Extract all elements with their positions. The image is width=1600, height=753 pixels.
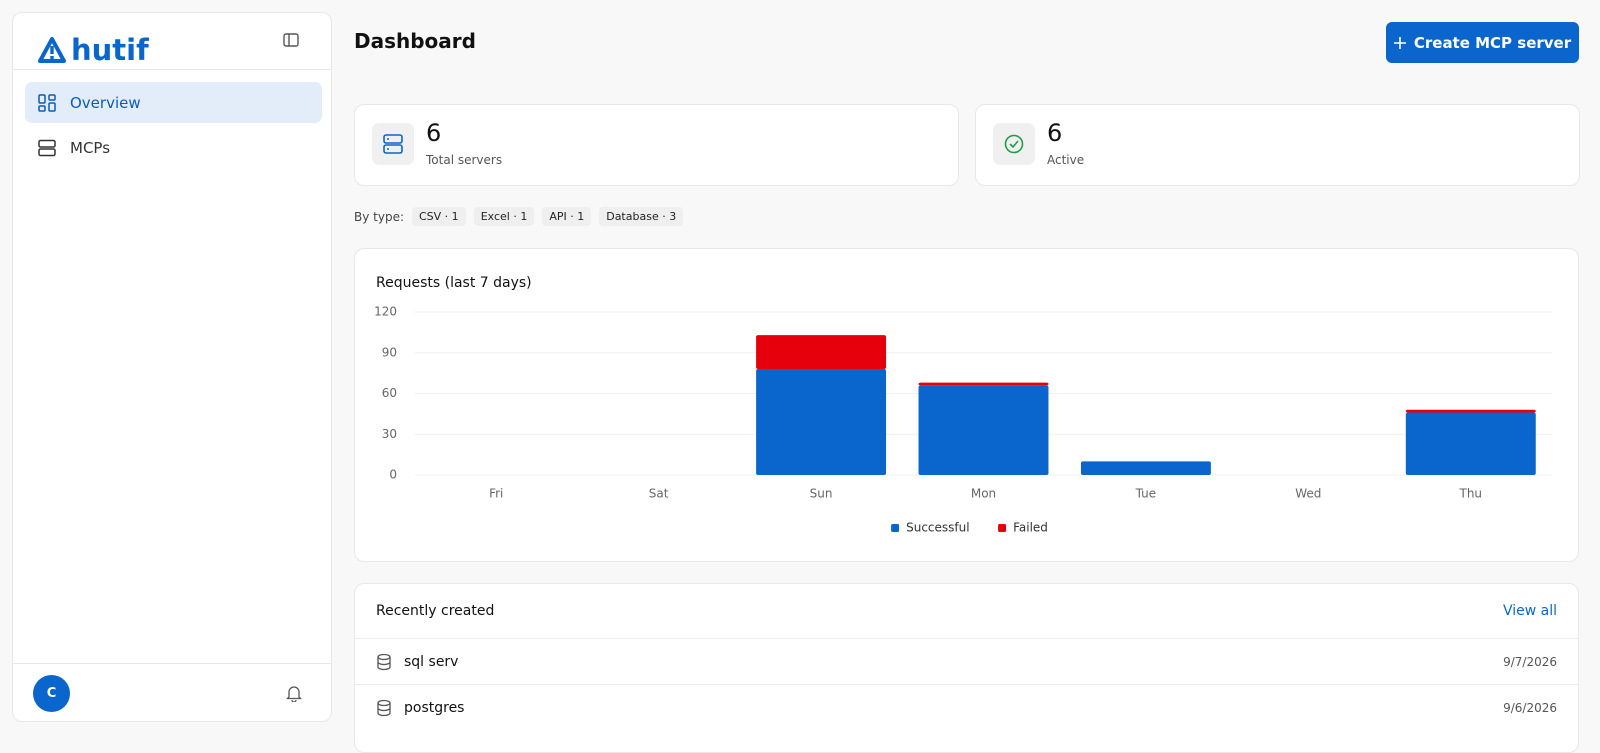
stat-card: 6 Total servers <box>354 104 959 186</box>
plus-icon <box>1393 36 1406 49</box>
nav-icon <box>38 139 56 156</box>
type-chip: Excel · 1 <box>473 207 535 226</box>
divider <box>13 69 331 70</box>
server-icon <box>383 134 403 154</box>
recent-title: Recently created <box>376 603 495 619</box>
view-all-link[interactable]: View all <box>1502 603 1557 619</box>
brand[interactable]: hutif <box>37 33 149 67</box>
bar-segment <box>1405 412 1536 475</box>
bar-segment <box>918 385 1049 475</box>
bar-segment <box>756 369 887 475</box>
stat-label: Active <box>1047 153 1085 167</box>
row-name: postgres <box>404 699 465 716</box>
nav-label: Overview <box>70 93 141 112</box>
brand-name: hutif <box>71 33 149 67</box>
bar-segment <box>1080 461 1211 475</box>
bar-segment <box>918 382 1049 386</box>
bar-segment <box>756 335 887 370</box>
db-icon <box>377 699 391 716</box>
y-tick-label: 90 <box>382 345 397 359</box>
nav-icon <box>38 93 56 112</box>
avatar[interactable]: C <box>33 675 70 712</box>
nav-label: MCPs <box>70 138 111 157</box>
stat-card: 6 Active <box>975 104 1580 186</box>
sidebar: hutif Overview MCPs C <box>12 12 332 722</box>
recent-card: Recently created View all sql serv 9/7/20… <box>354 583 1579 753</box>
row-name: sql serv <box>404 653 459 670</box>
page-title: Dashboard <box>354 29 476 53</box>
x-tick-label: Sat <box>649 487 669 501</box>
chart: Requests (last 7 days) 0 30 60 90 120 Fri Sat S… <box>374 275 1552 535</box>
row-date: 9/7/2026 <box>1503 654 1557 669</box>
x-tick-label: Tue <box>1135 487 1157 501</box>
nav-item[interactable]: MCPs <box>25 127 322 168</box>
y-tick-label: 30 <box>382 427 397 441</box>
x-tick-label: Wed <box>1295 487 1321 501</box>
x-tick-label: Thu <box>1459 487 1483 501</box>
y-tick-label: 60 <box>382 386 397 400</box>
legend-label: Successful <box>906 521 969 535</box>
recent-row[interactable]: postgres 9/6/2026 <box>355 684 1578 730</box>
x-tick-label: Mon <box>971 487 996 501</box>
type-chip: API · 1 <box>542 207 592 226</box>
create-button[interactable]: Create MCP server <box>1386 22 1579 63</box>
check-icon <box>1004 134 1024 154</box>
by-type: By type: CSV · 1 Excel · 1 API · 1 Database… <box>354 207 684 226</box>
logo-icon <box>38 37 66 63</box>
notifications-button[interactable] <box>286 684 302 702</box>
db-icon <box>377 653 391 670</box>
button-label: Create MCP server <box>1413 33 1572 52</box>
bar-segment <box>1405 409 1536 413</box>
by-type-label: By type: <box>354 209 404 224</box>
type-chip: CSV · 1 <box>412 207 466 226</box>
type-chip: Database · 3 <box>599 207 684 226</box>
stat-icon <box>993 123 1035 165</box>
page: {"sidebar": {"brand": "hutif", "nav": [{… <box>12 12 1580 753</box>
legend-swatch <box>891 524 900 532</box>
x-tick-label: Fri <box>489 487 503 501</box>
chart-card: Requests (last 7 days) 0 30 60 90 120 Fri Sat S… <box>354 248 1579 562</box>
y-tick-label: 0 <box>389 468 397 482</box>
x-tick-label: Sun <box>810 487 833 501</box>
stat-icon <box>372 123 414 165</box>
divider <box>13 663 331 664</box>
row-date: 9/6/2026 <box>1503 700 1557 715</box>
recent-row[interactable]: sql serv 9/7/2026 <box>355 638 1578 684</box>
legend-label: Failed <box>1013 521 1048 535</box>
chart-title: Requests (last 7 days) <box>376 275 532 291</box>
stat-label: Total servers <box>426 153 503 167</box>
y-tick-label: 120 <box>374 305 397 319</box>
collapse-button[interactable] <box>283 32 299 48</box>
stat-value: 6 <box>1047 119 1063 147</box>
legend-swatch <box>998 524 1007 532</box>
nav-item[interactable]: Overview <box>25 82 322 123</box>
stat-value: 6 <box>426 119 442 147</box>
